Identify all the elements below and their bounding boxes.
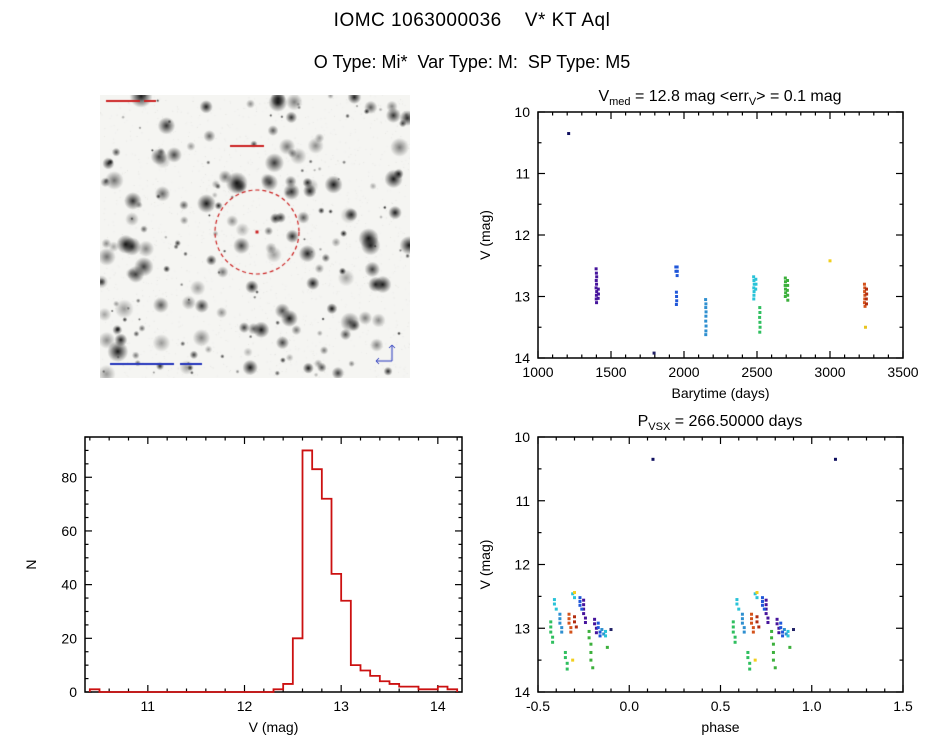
svg-text:N: N: [23, 559, 39, 569]
svg-text:20: 20: [61, 630, 77, 646]
svg-text:1000: 1000: [522, 364, 553, 380]
svg-text:3000: 3000: [814, 364, 845, 380]
svg-text:phase: phase: [701, 719, 739, 735]
lightcurve-plot: 1000 1500 2000 2500 3000 3500 10 11 12 13 14 Baryti…: [477, 104, 919, 401]
svg-text:40: 40: [61, 577, 77, 593]
svg-text:1.0: 1.0: [802, 698, 822, 714]
histogram-plot: 11 12 13 14 0 20 40 60 80 V (mag) N: [23, 436, 463, 735]
svg-text:13: 13: [333, 698, 349, 714]
title-text: = 12.8 mag <err: [630, 88, 749, 105]
svg-text:Barytime (days): Barytime (days): [671, 385, 769, 401]
page-subtitle: O Type: Mi* Var Type: M: SP Type: M5: [313, 52, 631, 72]
title-text: P: [637, 413, 649, 430]
svg-text:2000: 2000: [668, 364, 699, 380]
svg-text:0: 0: [69, 684, 77, 700]
svg-text:1.5: 1.5: [893, 698, 913, 714]
svg-text:10: 10: [514, 104, 530, 120]
svg-text:60: 60: [61, 523, 77, 539]
title-subscript: VSX: [648, 421, 671, 433]
svg-text:11: 11: [515, 166, 530, 182]
svg-text:V (mag): V (mag): [477, 540, 493, 590]
svg-text:11: 11: [141, 698, 156, 714]
title-text: = 266.50000 days: [670, 413, 803, 430]
title-text: > = 0.1 mag: [756, 88, 842, 105]
phase-plot: -0.5 0.0 0.5 1.0 1.5 10 11 12 13 14 phase V (mag): [477, 429, 913, 735]
lightcurve-title: Vmed = 12.8 mag <errV> = 0.1 mag: [480, 88, 944, 108]
svg-text:14: 14: [514, 350, 530, 366]
svg-text:V (mag): V (mag): [477, 210, 493, 260]
svg-text:0.5: 0.5: [711, 698, 731, 714]
svg-text:12: 12: [514, 227, 530, 243]
svg-text:12: 12: [514, 557, 530, 573]
svg-text:2500: 2500: [741, 364, 772, 380]
title-subscript: V: [748, 96, 757, 108]
svg-text:-0.5: -0.5: [526, 698, 550, 714]
page-title: IOMC 1063000036 V* KT Aql: [333, 10, 611, 31]
svg-text:1500: 1500: [595, 364, 626, 380]
title-text: V: [598, 88, 610, 105]
svg-text:11: 11: [515, 493, 530, 509]
svg-text:14: 14: [514, 684, 530, 700]
svg-text:V (mag): V (mag): [249, 719, 299, 735]
title-subscript: med: [609, 96, 631, 108]
svg-text:3500: 3500: [887, 364, 918, 380]
svg-text:80: 80: [61, 469, 77, 485]
svg-text:13: 13: [514, 620, 530, 636]
svg-text:12: 12: [237, 698, 253, 714]
svg-text:0.0: 0.0: [620, 698, 640, 714]
finding-chart-image: [100, 95, 410, 378]
svg-text:10: 10: [514, 429, 530, 445]
svg-text:13: 13: [514, 289, 530, 305]
phase-plot-title: PVSX = 266.50000 days: [480, 413, 944, 433]
svg-text:14: 14: [430, 698, 446, 714]
